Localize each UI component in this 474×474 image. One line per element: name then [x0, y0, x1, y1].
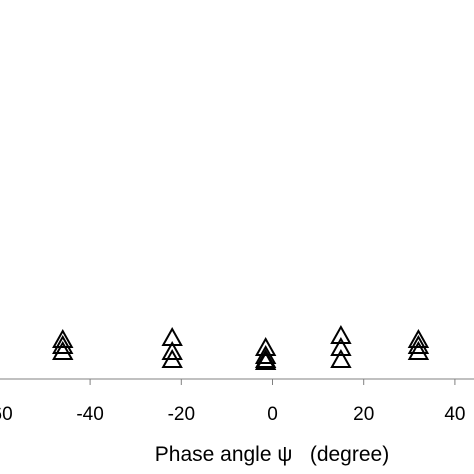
x-tick-label: 20	[353, 404, 374, 425]
data-point-triangle	[407, 334, 430, 354]
data-point-triangle	[330, 348, 352, 368]
data-point-triangle	[330, 324, 352, 344]
x-tick-label: -20	[168, 404, 195, 425]
x-tick-label: -40	[76, 404, 103, 425]
data-point-triangle	[254, 336, 277, 356]
data-point-triangle	[161, 326, 183, 346]
x-axis-title: Phase angle ψ (degree)	[155, 443, 389, 466]
data-point-triangle	[52, 328, 74, 348]
data-point-triangle	[407, 328, 430, 348]
data-point-triangle	[52, 340, 74, 360]
data-point-triangle	[161, 340, 183, 360]
data-point-triangle	[254, 348, 277, 368]
x-tick-label: 0	[267, 404, 278, 425]
data-point-triangle	[330, 336, 352, 356]
x-tick-label: -60	[0, 404, 13, 425]
x-tick-label: 40	[444, 404, 465, 425]
data-point-triangle	[407, 340, 430, 360]
data-point-triangle	[52, 334, 74, 354]
x-axis-ticks: -60 -40 -20 0 20 40	[0, 379, 465, 425]
data-points	[52, 324, 430, 370]
